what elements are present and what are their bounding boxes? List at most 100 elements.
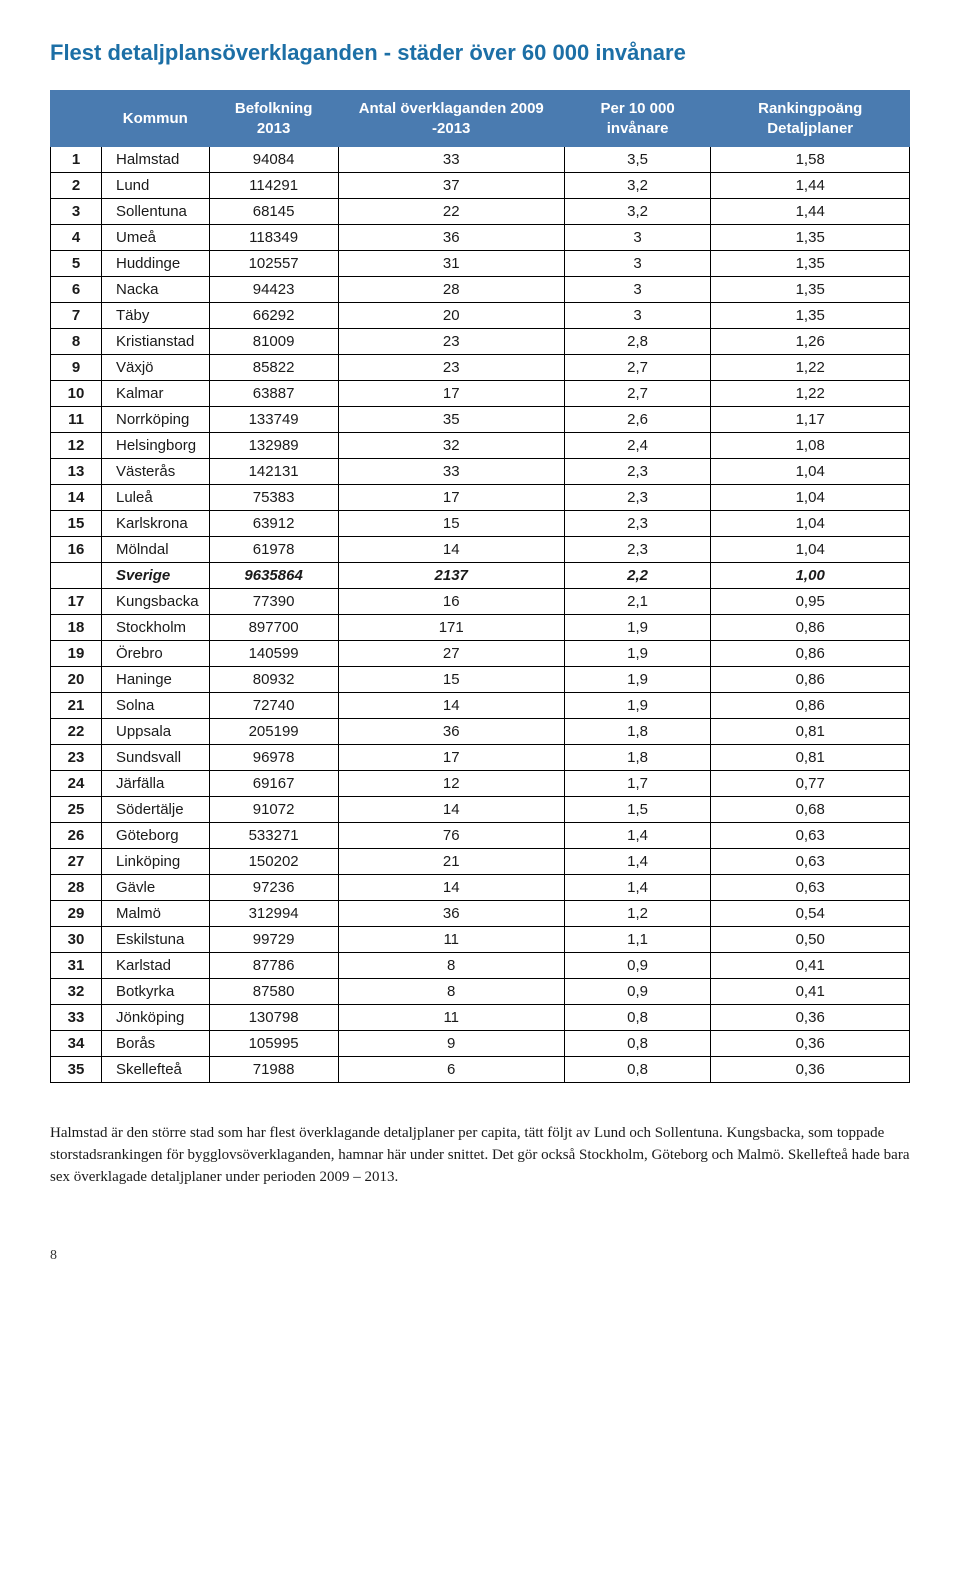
col-pop: Befolkning 2013 xyxy=(209,91,338,147)
cell-antal: 14 xyxy=(338,537,564,563)
cell-antal: 6 xyxy=(338,1057,564,1083)
cell-pop: 77390 xyxy=(209,589,338,615)
cell-rank: 25 xyxy=(51,797,102,823)
cell-pop: 105995 xyxy=(209,1031,338,1057)
cell-rank: 18 xyxy=(51,615,102,641)
cell-per: 1,8 xyxy=(564,719,711,745)
cell-poang: 1,35 xyxy=(711,251,910,277)
cell-kommun: Kristianstad xyxy=(102,329,210,355)
cell-pop: 132989 xyxy=(209,433,338,459)
cell-per: 2,1 xyxy=(564,589,711,615)
cell-pop: 102557 xyxy=(209,251,338,277)
cell-kommun: Eskilstuna xyxy=(102,927,210,953)
cell-poang: 1,44 xyxy=(711,173,910,199)
cell-poang: 1,35 xyxy=(711,303,910,329)
cell-poang: 1,17 xyxy=(711,407,910,433)
cell-pop: 63887 xyxy=(209,381,338,407)
table-row: 17Kungsbacka77390162,10,95 xyxy=(51,589,910,615)
cell-pop: 94423 xyxy=(209,277,338,303)
cell-antal: 17 xyxy=(338,745,564,771)
cell-poang: 0,68 xyxy=(711,797,910,823)
cell-kommun: Linköping xyxy=(102,849,210,875)
cell-pop: 91072 xyxy=(209,797,338,823)
table-row: 31Karlstad8778680,90,41 xyxy=(51,953,910,979)
cell-poang: 0,41 xyxy=(711,953,910,979)
cell-poang: 0,77 xyxy=(711,771,910,797)
cell-per: 2,8 xyxy=(564,329,711,355)
table-row: 19Örebro140599271,90,86 xyxy=(51,641,910,667)
cell-pop: 114291 xyxy=(209,173,338,199)
cell-rank: 4 xyxy=(51,225,102,251)
cell-rank: 27 xyxy=(51,849,102,875)
cell-poang: 0,63 xyxy=(711,875,910,901)
cell-pop: 72740 xyxy=(209,693,338,719)
cell-pop: 150202 xyxy=(209,849,338,875)
cell-per: 0,8 xyxy=(564,1031,711,1057)
cell-antal: 14 xyxy=(338,693,564,719)
cell-rank: 17 xyxy=(51,589,102,615)
cell-antal: 17 xyxy=(338,485,564,511)
cell-poang: 0,81 xyxy=(711,719,910,745)
cell-kommun: Mölndal xyxy=(102,537,210,563)
cell-kommun: Sollentuna xyxy=(102,199,210,225)
cell-kommun: Botkyrka xyxy=(102,979,210,1005)
cell-per: 1,7 xyxy=(564,771,711,797)
cell-per: 2,3 xyxy=(564,537,711,563)
cell-rank: 35 xyxy=(51,1057,102,1083)
cell-antal: 23 xyxy=(338,329,564,355)
cell-poang: 0,41 xyxy=(711,979,910,1005)
cell-kommun: Luleå xyxy=(102,485,210,511)
cell-antal: 171 xyxy=(338,615,564,641)
cell-per: 1,5 xyxy=(564,797,711,823)
table-row: 35Skellefteå7198860,80,36 xyxy=(51,1057,910,1083)
table-row: 23Sundsvall96978171,80,81 xyxy=(51,745,910,771)
cell-per: 2,3 xyxy=(564,485,711,511)
cell-poang: 1,04 xyxy=(711,537,910,563)
cell-rank: 11 xyxy=(51,407,102,433)
cell-rank: 8 xyxy=(51,329,102,355)
cell-antal: 14 xyxy=(338,797,564,823)
cell-antal: 28 xyxy=(338,277,564,303)
table-row: 6Nacka944232831,35 xyxy=(51,277,910,303)
cell-kommun: Uppsala xyxy=(102,719,210,745)
cell-antal: 31 xyxy=(338,251,564,277)
cell-rank: 3 xyxy=(51,199,102,225)
cell-poang: 1,26 xyxy=(711,329,910,355)
cell-pop: 9635864 xyxy=(209,563,338,589)
cell-rank xyxy=(51,563,102,589)
cell-rank: 5 xyxy=(51,251,102,277)
cell-per: 2,7 xyxy=(564,355,711,381)
cell-per: 1,9 xyxy=(564,693,711,719)
cell-per: 2,2 xyxy=(564,563,711,589)
table-row: 10Kalmar63887172,71,22 xyxy=(51,381,910,407)
cell-rank: 23 xyxy=(51,745,102,771)
cell-kommun: Borås xyxy=(102,1031,210,1057)
cell-antal: 35 xyxy=(338,407,564,433)
col-per: Per 10 000 invånare xyxy=(564,91,711,147)
col-antal: Antal överklaganden 2009 -2013 xyxy=(338,91,564,147)
cell-pop: 61978 xyxy=(209,537,338,563)
table-row: 29Malmö312994361,20,54 xyxy=(51,901,910,927)
cell-pop: 68145 xyxy=(209,199,338,225)
cell-poang: 1,04 xyxy=(711,459,910,485)
cell-poang: 1,22 xyxy=(711,355,910,381)
cell-per: 1,9 xyxy=(564,615,711,641)
table-row: 3Sollentuna68145223,21,44 xyxy=(51,199,910,225)
cell-pop: 87580 xyxy=(209,979,338,1005)
table-row: 22Uppsala205199361,80,81 xyxy=(51,719,910,745)
cell-poang: 1,22 xyxy=(711,381,910,407)
cell-pop: 69167 xyxy=(209,771,338,797)
cell-per: 1,4 xyxy=(564,823,711,849)
cell-kommun: Huddinge xyxy=(102,251,210,277)
table-body: 1Halmstad94084333,51,582Lund114291373,21… xyxy=(51,147,910,1083)
cell-pop: 75383 xyxy=(209,485,338,511)
cell-poang: 0,63 xyxy=(711,823,910,849)
cell-rank: 31 xyxy=(51,953,102,979)
cell-antal: 36 xyxy=(338,225,564,251)
cell-poang: 1,04 xyxy=(711,511,910,537)
cell-rank: 20 xyxy=(51,667,102,693)
cell-poang: 0,36 xyxy=(711,1005,910,1031)
table-row: 9Växjö85822232,71,22 xyxy=(51,355,910,381)
cell-pop: 66292 xyxy=(209,303,338,329)
table-row: 30Eskilstuna99729111,10,50 xyxy=(51,927,910,953)
